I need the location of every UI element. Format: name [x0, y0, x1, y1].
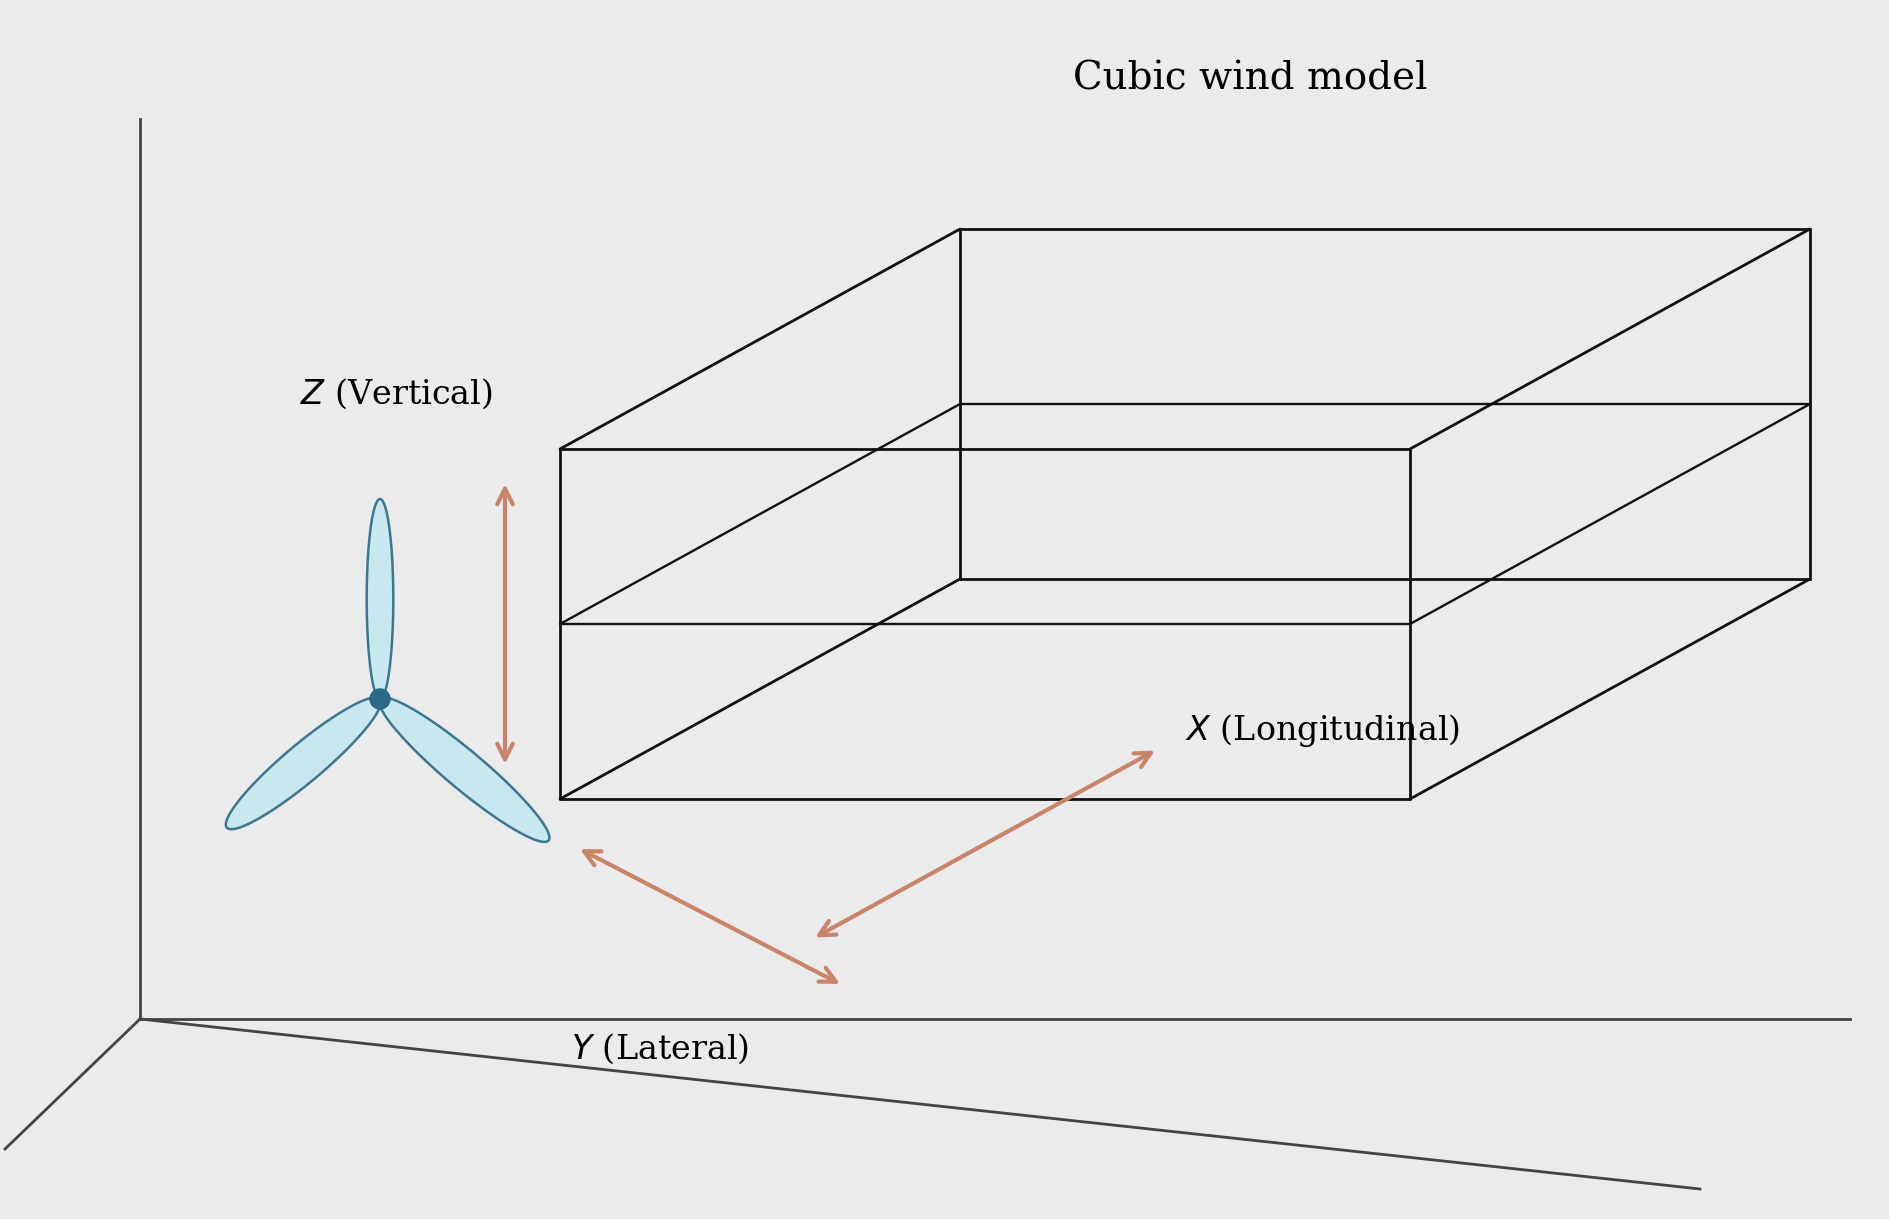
Circle shape — [370, 689, 389, 709]
Text: $\mathit{Y}$ (Lateral): $\mathit{Y}$ (Lateral) — [570, 1031, 748, 1067]
Polygon shape — [366, 499, 393, 698]
Text: $\mathit{X}$ (Longitudinal): $\mathit{X}$ (Longitudinal) — [1184, 712, 1458, 748]
Text: Cubic wind model: Cubic wind model — [1073, 61, 1426, 98]
Polygon shape — [225, 697, 382, 829]
Text: $\mathit{Z}$ (Vertical): $\mathit{Z}$ (Vertical) — [300, 377, 493, 411]
Polygon shape — [380, 697, 550, 842]
